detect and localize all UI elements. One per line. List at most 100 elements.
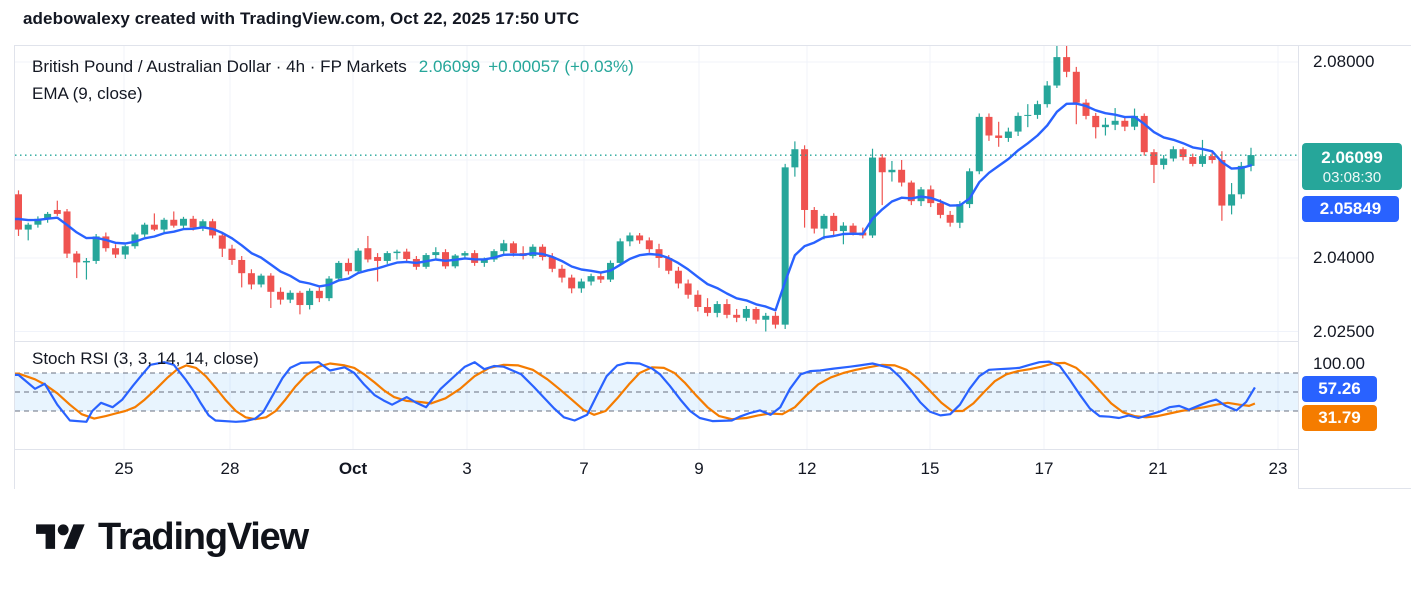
candle xyxy=(1043,81,1051,108)
candle-body xyxy=(277,291,285,300)
candle-body xyxy=(238,259,246,274)
candle-body xyxy=(1072,71,1080,103)
candle xyxy=(539,244,547,261)
ema-legend-row[interactable]: EMA (9, close) xyxy=(32,80,634,107)
candle xyxy=(1014,112,1022,136)
candle xyxy=(471,250,479,266)
tradingview-logo[interactable]: TradingView xyxy=(36,516,309,559)
candle xyxy=(121,244,129,259)
candle-body xyxy=(1218,160,1226,206)
candle xyxy=(1004,127,1012,142)
candle-body xyxy=(762,315,770,320)
candle xyxy=(1140,113,1148,156)
chart-legend[interactable]: British Pound / Australian Dollar · 4h ·… xyxy=(32,53,634,107)
candle-body xyxy=(471,253,479,263)
candle-body xyxy=(112,248,120,255)
candle-body xyxy=(1179,149,1187,158)
candle xyxy=(587,273,595,286)
candle xyxy=(898,160,906,187)
candle-body xyxy=(995,135,1003,138)
time-axis[interactable]: 25 28 Oct 3 7 9 12 15 17 21 23 xyxy=(15,449,1298,489)
candle-body xyxy=(810,209,818,229)
candle xyxy=(762,312,770,332)
candle-body xyxy=(830,215,838,232)
ema-line xyxy=(15,102,1253,312)
candle xyxy=(53,200,61,216)
last-price-badge: 2.06099 03:08:30 xyxy=(1302,143,1402,190)
candle xyxy=(674,266,682,289)
candle-body xyxy=(1121,120,1129,127)
time-tick-label: 3 xyxy=(462,459,472,478)
attribution-text: adebowalexy created with TradingView.com… xyxy=(23,9,580,28)
price-axis-label: 2.04000 xyxy=(1313,248,1375,267)
candle xyxy=(238,256,246,288)
candle xyxy=(820,213,828,240)
candle xyxy=(830,212,838,236)
time-tick-label: 9 xyxy=(694,459,704,478)
candle xyxy=(733,308,741,323)
candlestick-series xyxy=(15,46,1255,332)
ema-label[interactable]: EMA (9, close) xyxy=(32,84,143,103)
candle-body xyxy=(597,276,605,280)
time-tick-label: 7 xyxy=(579,459,589,478)
candle xyxy=(694,290,702,312)
price-axis-label: 2.08000 xyxy=(1313,52,1375,71)
candle-body xyxy=(568,277,576,289)
candle xyxy=(160,217,168,233)
candle xyxy=(24,222,32,241)
candle xyxy=(102,232,110,252)
candle xyxy=(170,211,178,228)
candle xyxy=(869,148,877,238)
candle xyxy=(791,141,799,177)
candle-body xyxy=(150,224,158,230)
candle xyxy=(878,154,886,206)
candle xyxy=(1111,108,1119,131)
candle xyxy=(1198,139,1206,167)
candle-body xyxy=(364,248,372,260)
symbol-title[interactable]: British Pound / Australian Dollar · 4h ·… xyxy=(32,57,407,76)
candle-body xyxy=(742,308,750,318)
ema-value-badge: 2.05849 xyxy=(1302,196,1399,222)
candle xyxy=(684,279,692,299)
stoch-rsi-legend[interactable]: Stoch RSI (3, 3, 14, 14, close) xyxy=(32,349,259,368)
time-tick-label: 12 xyxy=(797,459,817,478)
candle xyxy=(1131,108,1139,131)
candle xyxy=(393,249,401,260)
candle-body xyxy=(490,251,498,260)
stoch-k-line xyxy=(15,360,1256,423)
candle xyxy=(335,260,343,282)
candle-body xyxy=(771,315,779,325)
candle-body xyxy=(645,240,653,250)
candle xyxy=(1169,146,1177,162)
candle-body xyxy=(383,253,391,261)
time-tick-label: Oct xyxy=(338,459,368,478)
candle xyxy=(34,216,42,228)
candle-body xyxy=(577,281,585,289)
candle xyxy=(228,244,236,265)
candle xyxy=(1160,155,1168,170)
candle-body xyxy=(636,235,644,241)
candle xyxy=(626,232,634,247)
candle-body xyxy=(713,304,721,313)
candle-body xyxy=(898,169,906,183)
candle xyxy=(558,264,566,283)
symbol-legend-row[interactable]: British Pound / Australian Dollar · 4h ·… xyxy=(32,53,634,80)
stoch-rsi-pane[interactable] xyxy=(15,341,1298,449)
candle xyxy=(1247,147,1255,172)
candle-body xyxy=(1063,57,1071,72)
price-pane[interactable] xyxy=(15,46,1298,341)
time-tick-label: 21 xyxy=(1148,459,1168,478)
last-price-badge-value: 2.06099 xyxy=(1321,148,1383,167)
candle xyxy=(44,211,52,223)
candle xyxy=(1150,149,1158,184)
candle-body xyxy=(1033,104,1041,115)
stoch-grid xyxy=(123,342,1279,449)
candle-body xyxy=(801,149,809,210)
candle-body xyxy=(626,235,634,242)
candle-body xyxy=(1237,165,1245,195)
price-axis[interactable]: 2.06099 03:08:30 2.05849 57.26 31.79 100… xyxy=(1298,46,1411,488)
candle xyxy=(364,235,372,263)
candle-body xyxy=(267,275,275,292)
candle-body xyxy=(587,276,595,282)
candle-body xyxy=(1140,115,1148,153)
